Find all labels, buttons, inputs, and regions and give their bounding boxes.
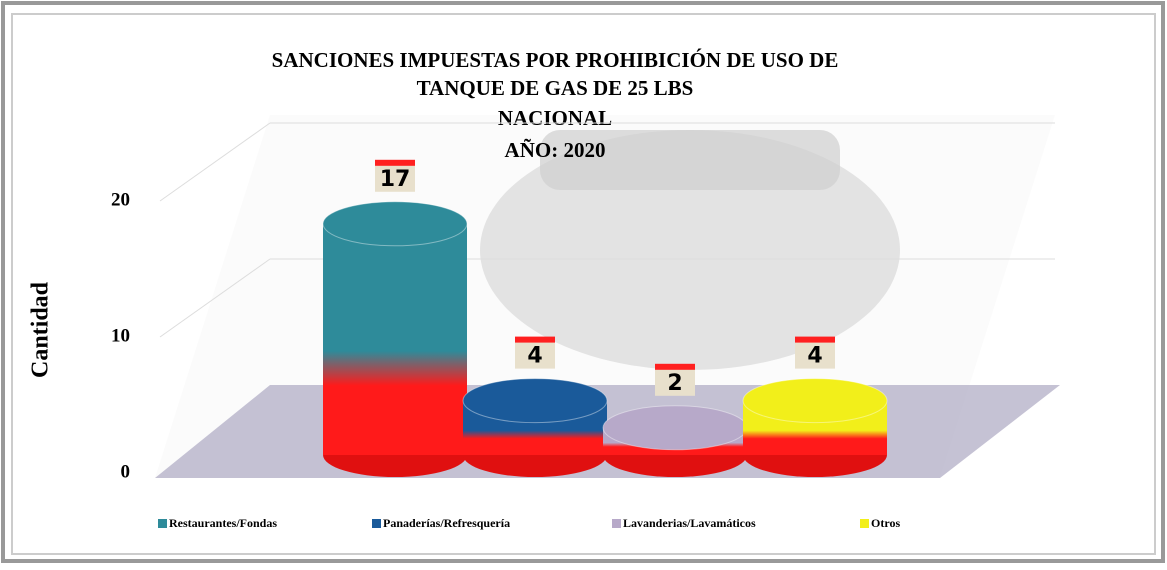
label-box-top (795, 336, 835, 345)
y-tick-label: 0 (121, 461, 131, 482)
data-label: 4 (807, 344, 822, 369)
bar (323, 223, 467, 455)
chart-subtitle: NACIONAL (498, 106, 612, 130)
tank-handle (540, 130, 840, 190)
chart-subtitle: AÑO: 2020 (505, 138, 606, 162)
grid-line (159, 122, 271, 202)
legend-swatch (860, 519, 869, 528)
data-label: 2 (667, 371, 682, 396)
label-box (515, 342, 555, 369)
label-box (375, 165, 415, 192)
legend-label: Restaurantes/Fondas (169, 516, 277, 530)
label-box (655, 369, 695, 396)
chart-title: SANCIONES IMPUESTAS POR PROHIBICIÓN DE U… (272, 48, 839, 72)
label-box-top (515, 336, 555, 345)
cylinder-top (462, 378, 608, 424)
y-tick-label: 10 (111, 325, 130, 346)
cylinder-top (602, 405, 748, 451)
cylinder-top (322, 201, 468, 247)
legend-swatch (372, 519, 381, 528)
grid-line (159, 258, 271, 338)
chart-title: TANQUE DE GAS DE 25 LBS (417, 76, 694, 100)
data-label: 4 (527, 344, 542, 369)
legend-label: Otros (871, 516, 900, 530)
legend-label: Lavanderias/Lavamáticos (623, 516, 756, 530)
label-box-top (375, 159, 415, 168)
cylinder-top (742, 378, 888, 424)
legend-swatch (612, 519, 621, 528)
label-box-top (655, 363, 695, 372)
data-label: 17 (380, 167, 411, 192)
y-axis-label: Cantidad (28, 281, 54, 378)
legend-label: Panaderías/Refresquería (383, 516, 510, 530)
legend-swatch (158, 519, 167, 528)
y-tick-label: 20 (111, 189, 130, 210)
label-box (795, 342, 835, 369)
